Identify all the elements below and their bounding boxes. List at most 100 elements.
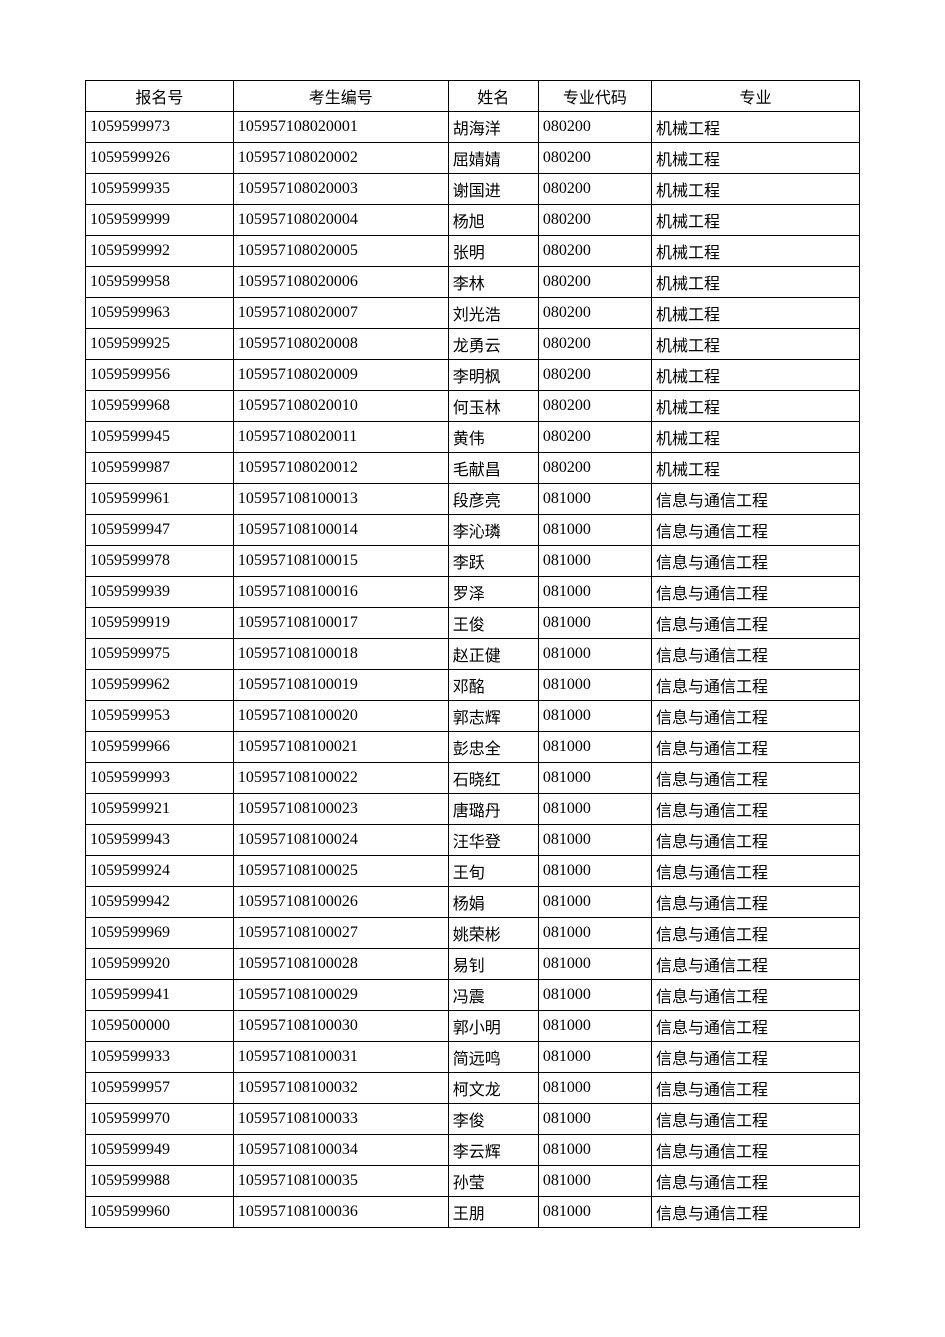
table-cell: 081000	[538, 701, 651, 732]
table-cell: 105957108020008	[233, 329, 448, 360]
table-cell: 081000	[538, 1104, 651, 1135]
table-cell: 1059500000	[86, 1011, 234, 1042]
table-cell: 1059599960	[86, 1197, 234, 1228]
table-cell: 信息与通信工程	[652, 484, 860, 515]
table-row: 1059599956105957108020009李明枫080200机械工程	[86, 360, 860, 391]
table-cell: 李俊	[448, 1104, 538, 1135]
table-cell: 080200	[538, 112, 651, 143]
table-row: 1059599999105957108020004杨旭080200机械工程	[86, 205, 860, 236]
header-cell-registration-number: 报名号	[86, 81, 234, 112]
table-cell: 信息与通信工程	[652, 577, 860, 608]
table-cell: 081000	[538, 546, 651, 577]
table-cell: 彭忠全	[448, 732, 538, 763]
table-cell: 张明	[448, 236, 538, 267]
table-cell: 081000	[538, 732, 651, 763]
table-cell: 081000	[538, 887, 651, 918]
table-cell: 1059599969	[86, 918, 234, 949]
table-cell: 机械工程	[652, 391, 860, 422]
table-cell: 105957108100022	[233, 763, 448, 794]
table-cell: 1059599961	[86, 484, 234, 515]
table-cell: 105957108100031	[233, 1042, 448, 1073]
table-cell: 机械工程	[652, 298, 860, 329]
table-cell: 105957108100023	[233, 794, 448, 825]
table-row: 1059599966105957108100021彭忠全081000信息与通信工…	[86, 732, 860, 763]
table-row: 1059599933105957108100031简远鸣081000信息与通信工…	[86, 1042, 860, 1073]
header-row: 报名号 考生编号 姓名 专业代码 专业	[86, 81, 860, 112]
table-cell: 105957108020012	[233, 453, 448, 484]
table-cell: 李云辉	[448, 1135, 538, 1166]
table-row: 1059599957105957108100032柯文龙081000信息与通信工…	[86, 1073, 860, 1104]
table-cell: 唐璐丹	[448, 794, 538, 825]
table-cell: 080200	[538, 236, 651, 267]
table-cell: 刘光浩	[448, 298, 538, 329]
table-row: 1059599919105957108100017王俊081000信息与通信工程	[86, 608, 860, 639]
table-cell: 李明枫	[448, 360, 538, 391]
table-cell: 1059599987	[86, 453, 234, 484]
table-cell: 1059599943	[86, 825, 234, 856]
table-row: 1059599978105957108100015李跃081000信息与通信工程	[86, 546, 860, 577]
table-cell: 105957108020006	[233, 267, 448, 298]
table-cell: 1059599993	[86, 763, 234, 794]
table-cell: 080200	[538, 391, 651, 422]
table-cell: 105957108100035	[233, 1166, 448, 1197]
table-cell: 1059599947	[86, 515, 234, 546]
table-row: 1059599921105957108100023唐璐丹081000信息与通信工…	[86, 794, 860, 825]
table-cell: 081000	[538, 794, 651, 825]
table-cell: 信息与通信工程	[652, 515, 860, 546]
table-row: 1059599973105957108020001胡海洋080200机械工程	[86, 112, 860, 143]
table-row: 1059599920105957108100028易钊081000信息与通信工程	[86, 949, 860, 980]
table-row: 1059599943105957108100024汪华登081000信息与通信工…	[86, 825, 860, 856]
table-cell: 信息与通信工程	[652, 639, 860, 670]
table-cell: 机械工程	[652, 236, 860, 267]
table-cell: 081000	[538, 856, 651, 887]
table-cell: 105957108100017	[233, 608, 448, 639]
table-row: 1059599987105957108020012毛献昌080200机械工程	[86, 453, 860, 484]
table-cell: 姚荣彬	[448, 918, 538, 949]
table-cell: 机械工程	[652, 360, 860, 391]
table-row: 1059599935105957108020003谢国进080200机械工程	[86, 174, 860, 205]
table-cell: 毛献昌	[448, 453, 538, 484]
table-cell: 信息与通信工程	[652, 1073, 860, 1104]
table-cell: 信息与通信工程	[652, 1197, 860, 1228]
table-cell: 105957108100020	[233, 701, 448, 732]
table-cell: 1059599988	[86, 1166, 234, 1197]
table-cell: 081000	[538, 484, 651, 515]
table-cell: 105957108020003	[233, 174, 448, 205]
table-cell: 105957108020002	[233, 143, 448, 174]
table-cell: 081000	[538, 980, 651, 1011]
table-cell: 信息与通信工程	[652, 1104, 860, 1135]
table-row: 1059599993105957108100022石晓红081000信息与通信工…	[86, 763, 860, 794]
table-row: 1059599975105957108100018赵正健081000信息与通信工…	[86, 639, 860, 670]
table-cell: 105957108020005	[233, 236, 448, 267]
table-cell: 1059599942	[86, 887, 234, 918]
table-row: 1059599924105957108100025王旬081000信息与通信工程	[86, 856, 860, 887]
table-cell: 信息与通信工程	[652, 701, 860, 732]
table-cell: 信息与通信工程	[652, 1011, 860, 1042]
table-cell: 王朋	[448, 1197, 538, 1228]
table-cell: 机械工程	[652, 267, 860, 298]
table-cell: 易钊	[448, 949, 538, 980]
table-cell: 杨娟	[448, 887, 538, 918]
table-cell: 机械工程	[652, 422, 860, 453]
table-cell: 105957108100016	[233, 577, 448, 608]
table-cell: 105957108100030	[233, 1011, 448, 1042]
table-cell: 105957108020011	[233, 422, 448, 453]
table-cell: 105957108100027	[233, 918, 448, 949]
table-cell: 信息与通信工程	[652, 1135, 860, 1166]
table-cell: 105957108100014	[233, 515, 448, 546]
table-cell: 080200	[538, 174, 651, 205]
table-cell: 080200	[538, 329, 651, 360]
table-cell: 1059599941	[86, 980, 234, 1011]
table-cell: 1059599926	[86, 143, 234, 174]
table-cell: 105957108100036	[233, 1197, 448, 1228]
table-cell: 冯震	[448, 980, 538, 1011]
table-cell: 105957108100034	[233, 1135, 448, 1166]
table-cell: 机械工程	[652, 205, 860, 236]
table-cell: 080200	[538, 422, 651, 453]
table-row: 1059599969105957108100027姚荣彬081000信息与通信工…	[86, 918, 860, 949]
table-row: 1059599988105957108100035孙莹081000信息与通信工程	[86, 1166, 860, 1197]
table-cell: 李沁璘	[448, 515, 538, 546]
table-cell: 1059599920	[86, 949, 234, 980]
table-cell: 1059599963	[86, 298, 234, 329]
table-cell: 081000	[538, 608, 651, 639]
